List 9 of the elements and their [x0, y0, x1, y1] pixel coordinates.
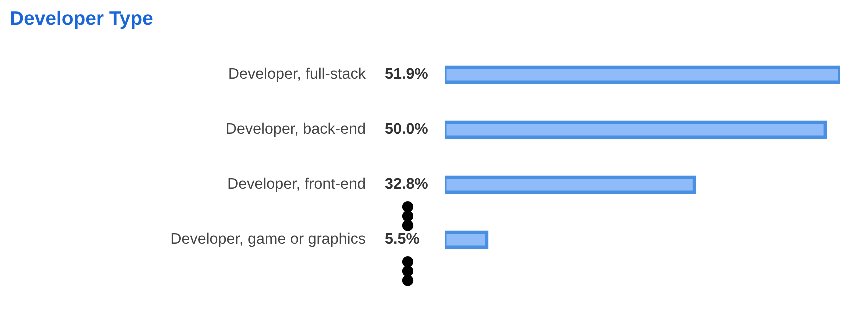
data-label: 51.9%	[385, 68, 428, 80]
y-tick-label: Developer, full-stack	[230, 68, 366, 82]
data-label: 50.0%	[385, 123, 428, 134]
y-tick-label: Developer, game or graphics	[172, 232, 366, 248]
y-tick-label: Developer, front-end	[228, 178, 366, 192]
y-tick-label: Developer, back-end	[227, 122, 366, 138]
data-label: 32.8%	[385, 178, 428, 190]
data-label: 5.5%	[385, 233, 420, 244]
text: Developer Type	[11, 10, 153, 30]
